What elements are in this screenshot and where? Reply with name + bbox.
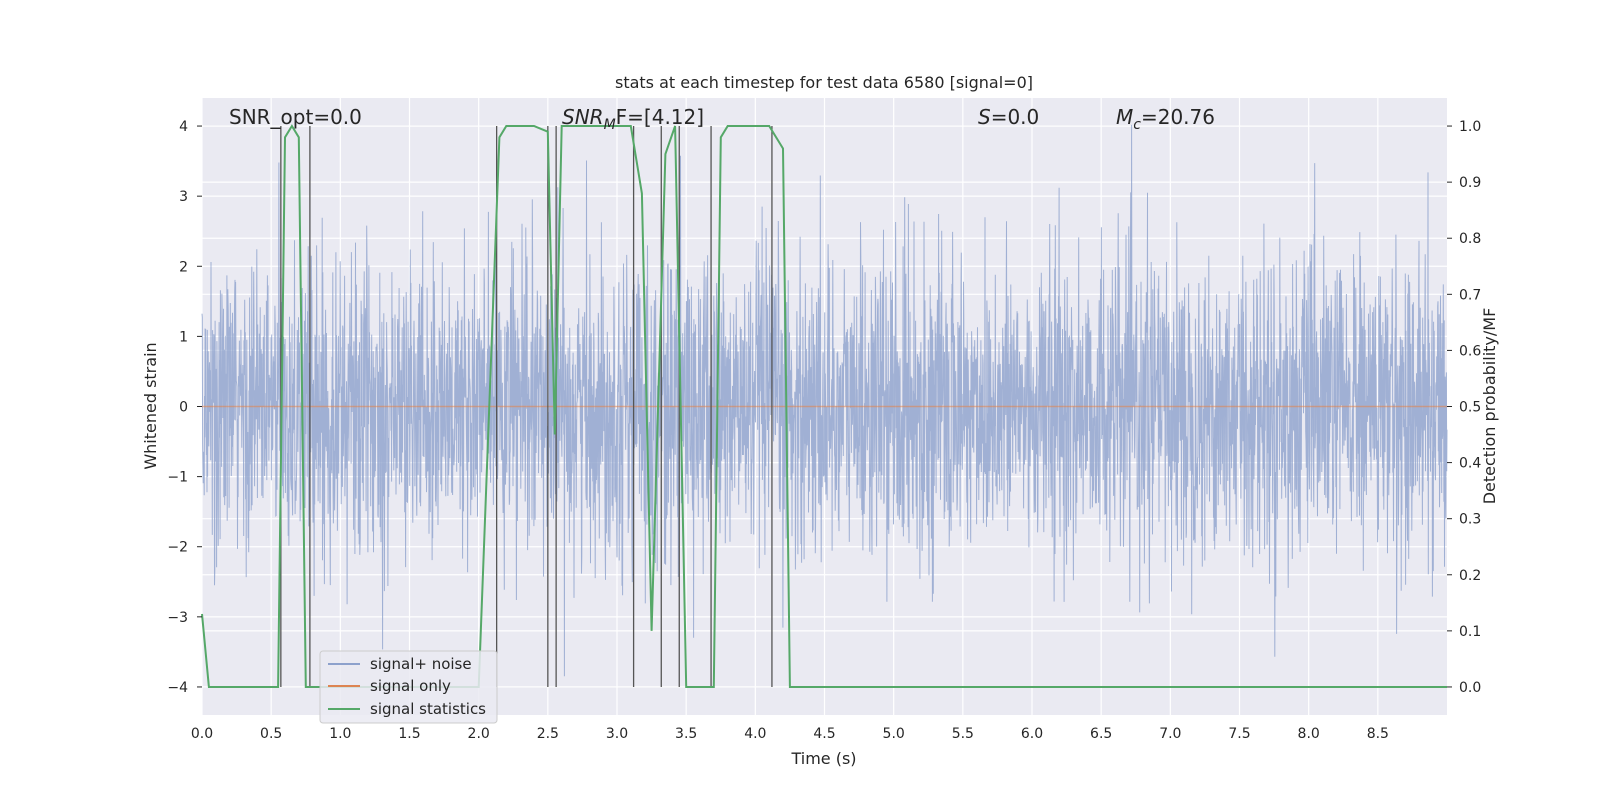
y2-tick-label: 0.1 <box>1459 624 1481 640</box>
y-tick-label: −2 <box>167 540 188 556</box>
x-tick-label: 7.5 <box>1228 726 1250 742</box>
signal-statistics-series <box>201 124 1447 688</box>
x-tick-label: 0.0 <box>191 726 213 742</box>
x-axis-label: Time (s) <box>790 749 856 768</box>
y2-axis-ticks: 1.0 0.9 0.8 0.7 0.6 0.5 0.4 0.3 0.2 0.1 0.0 <box>1447 119 1481 696</box>
y-tick-label: 1 <box>179 329 188 345</box>
x-tick-label: 3.0 <box>606 726 628 742</box>
legend-label-signal-only: signal only <box>370 677 451 695</box>
legend-label-signal-plus-noise: signal+ noise <box>370 655 472 673</box>
y2-tick-label: 0.8 <box>1459 231 1481 247</box>
legend: signal+ noise signal only signal statist… <box>319 650 498 724</box>
x-tick-label: 5.5 <box>952 726 974 742</box>
y-axis-ticks: 4 3 2 1 0 −1 −2 −3 −4 <box>167 119 202 696</box>
x-tick-label: 3.5 <box>675 726 697 742</box>
x-tick-label: 8.5 <box>1367 726 1389 742</box>
x-tick-label: 2.0 <box>468 726 490 742</box>
y-tick-label: 2 <box>179 259 188 275</box>
y2-tick-label: 0.9 <box>1459 175 1481 191</box>
y-tick-label: 4 <box>179 119 188 135</box>
y-tick-label: −4 <box>167 680 188 696</box>
annotation-s-value: =0.0 <box>991 105 1040 129</box>
x-tick-label: 4.0 <box>744 726 766 742</box>
y2-tick-label: 0.4 <box>1459 456 1481 472</box>
signal-statistics-line <box>201 124 1447 688</box>
y2-tick-label: 0.5 <box>1459 400 1481 416</box>
legend-box <box>319 650 498 724</box>
y-tick-label: 3 <box>179 189 188 205</box>
x-tick-label: 6.5 <box>1090 726 1112 742</box>
annotation-snr-opt: SNR_opt=0.0 <box>229 105 362 129</box>
y-axis-label: Whitened strain <box>141 342 160 469</box>
x-tick-label: 0.5 <box>260 726 282 742</box>
x-tick-label: 6.0 <box>1021 726 1043 742</box>
annotation-s: S=0.0 <box>978 105 1039 129</box>
signal-plus-noise-series <box>201 124 1448 677</box>
y2-tick-label: 0.7 <box>1459 287 1481 303</box>
x-tick-label: 8.0 <box>1298 726 1320 742</box>
y-tick-label: −1 <box>167 470 188 486</box>
x-axis-ticks: 0.0 0.5 1.0 1.5 2.0 2.5 3.0 3.5 4.0 4.5 5.0 5.5 6.0 6… <box>191 726 1389 742</box>
y2-tick-label: 0.2 <box>1459 568 1481 584</box>
annotation-mc-sub: c <box>1133 117 1141 133</box>
legend-label-signal-statistics: signal statistics <box>370 700 486 718</box>
chart-title: stats at each timestep for test data 658… <box>615 73 1033 92</box>
x-tick-label: 5.0 <box>883 726 905 742</box>
annotation-s-name: S <box>978 105 991 129</box>
y-tick-label: 0 <box>179 400 188 416</box>
annotation-snr-mf: SNRMF=[4.12] <box>562 105 704 133</box>
x-tick-label: 1.5 <box>398 726 420 742</box>
y2-tick-label: 0.6 <box>1459 343 1481 359</box>
x-tick-label: 2.5 <box>537 726 559 742</box>
y2-tick-label: 1.0 <box>1459 119 1481 135</box>
y2-tick-label: 0.0 <box>1459 680 1481 696</box>
y-tick-label: −3 <box>167 610 188 626</box>
annotation-snr-mf-sub: M <box>604 117 616 133</box>
y2-axis-label: Detection probability/MF <box>1480 308 1499 505</box>
annotation-snr-mf-tail: F=[4.12] <box>616 105 704 129</box>
x-tick-label: 7.0 <box>1159 726 1181 742</box>
x-tick-label: 4.5 <box>813 726 835 742</box>
annotation-mc-name: M <box>1116 105 1133 129</box>
annotation-mc: Mc=20.76 <box>1116 105 1215 133</box>
y2-tick-label: 0.3 <box>1459 512 1481 528</box>
x-tick-label: 1.0 <box>329 726 351 742</box>
annotation-snr-mf-name: SNR <box>562 105 604 129</box>
annotation-mc-value: =20.76 <box>1141 105 1215 129</box>
signal-plus-noise-line <box>201 124 1448 677</box>
